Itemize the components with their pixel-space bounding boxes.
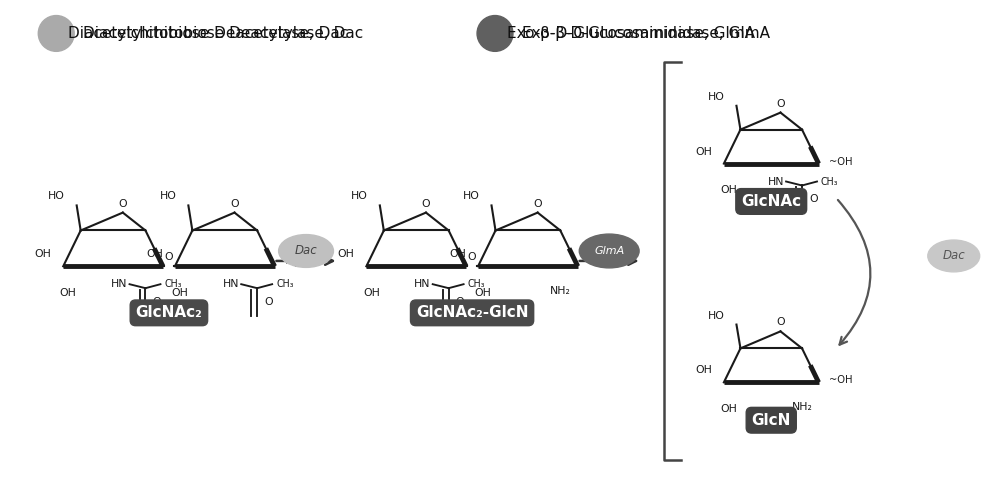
Text: O: O (456, 297, 464, 307)
Text: Diacetylchitobiose Deacetylase, Dac: Diacetylchitobiose Deacetylase, Dac (68, 26, 349, 41)
Text: HN: HN (768, 177, 784, 186)
Text: OH: OH (475, 288, 491, 298)
Text: O: O (118, 198, 127, 209)
Text: O: O (165, 252, 173, 262)
Text: CH₃: CH₃ (164, 279, 182, 289)
Text: HO: HO (351, 191, 368, 201)
Ellipse shape (928, 240, 980, 272)
Text: GlcNAc: GlcNAc (741, 194, 801, 209)
Text: HN: HN (414, 279, 431, 289)
Text: OH: OH (60, 288, 77, 298)
Text: O: O (422, 198, 430, 209)
Text: ~OH: ~OH (829, 375, 852, 385)
Ellipse shape (47, 24, 65, 43)
Text: O: O (776, 99, 785, 109)
Text: HN: HN (223, 279, 239, 289)
Text: OH: OH (338, 249, 354, 259)
Text: OH: OH (171, 288, 188, 298)
Circle shape (477, 15, 513, 52)
Ellipse shape (579, 234, 639, 268)
Text: Exo-β-D-Glucosaminidase, GlmA: Exo-β-D-Glucosaminidase, GlmA (522, 26, 770, 41)
Text: GlcNAc₂: GlcNAc₂ (136, 306, 202, 320)
Text: CH₃: CH₃ (276, 279, 294, 289)
Text: Dac: Dac (295, 245, 317, 257)
Text: O: O (809, 194, 818, 204)
Text: Diacetylchitobiose Deacetylase, Dac: Diacetylchitobiose Deacetylase, Dac (83, 26, 363, 41)
Text: O: O (776, 317, 785, 327)
Ellipse shape (279, 235, 333, 267)
Circle shape (38, 15, 74, 52)
Text: HO: HO (463, 191, 480, 201)
Text: HN: HN (111, 279, 128, 289)
Text: NH₂: NH₂ (792, 402, 812, 412)
Text: Dac: Dac (942, 249, 965, 262)
Text: OH: OH (363, 288, 380, 298)
Text: O: O (468, 252, 476, 262)
Text: O: O (230, 198, 239, 209)
Text: O: O (152, 297, 161, 307)
Text: OH: OH (695, 366, 712, 375)
Text: HO: HO (160, 191, 176, 201)
Text: ~OH: ~OH (829, 157, 852, 167)
Text: OH: OH (146, 249, 163, 259)
Text: HO: HO (708, 92, 724, 102)
Text: NH₂: NH₂ (550, 286, 571, 296)
Text: OH: OH (720, 186, 737, 195)
Text: GlcN: GlcN (752, 413, 791, 428)
Text: HO: HO (708, 310, 724, 320)
Text: CH₃: CH₃ (821, 177, 838, 186)
Text: ~OH: ~OH (588, 259, 611, 269)
Text: ~OH: ~OH (285, 259, 308, 269)
Text: O: O (533, 198, 542, 209)
Text: GlmA: GlmA (594, 246, 624, 256)
Text: OH: OH (34, 249, 51, 259)
Text: O: O (264, 297, 273, 307)
Text: OH: OH (720, 404, 737, 414)
Text: GlcNAc₂-GlcN: GlcNAc₂-GlcN (416, 306, 528, 320)
Text: Exo-β-D-Glucosaminidase, GlmA: Exo-β-D-Glucosaminidase, GlmA (507, 26, 755, 41)
Text: HO: HO (48, 191, 65, 201)
Text: OH: OH (695, 147, 712, 157)
Ellipse shape (486, 24, 504, 43)
Text: OH: OH (449, 249, 466, 259)
Text: CH₃: CH₃ (468, 279, 485, 289)
